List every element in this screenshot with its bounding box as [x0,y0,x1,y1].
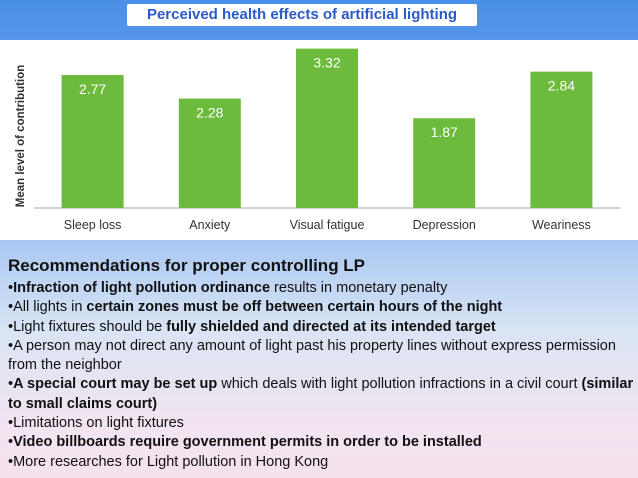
text: •More researches for Light pollution in … [8,453,329,470]
bar-value-label: 1.87 [431,124,458,140]
bold-text: certain zones must be off between certai… [86,299,503,316]
text: • [8,280,14,296]
recommendation-item: •Video billboards require government per… [8,433,636,452]
bar-value-label: 2.28 [196,105,223,121]
bar-value-label: 2.84 [548,78,575,94]
recommendations-section: Recommendations for proper controlling L… [8,255,636,472]
text: results in monetary penalty [270,280,448,296]
bars-layer: 2.77 Sleep loss 2.28 Anxiety 3.32 Visual fati… [61,48,593,232]
text: •Limitations on light fixtures [8,415,184,432]
recommendation-item: •More researches for Light pollution in … [8,453,636,472]
bar-sleep-loss [61,75,124,208]
text: which deals with light pollution infract… [217,376,582,393]
bold-text: fully shielded and directed at its inten… [166,318,496,335]
category-label: Sleep loss [64,218,122,232]
bold-text: A special court may be set up [13,376,218,393]
text: •All lights in [8,299,87,316]
title-bar: Perceived health effects of artificial l… [0,0,638,30]
category-label: Anxiety [189,218,231,232]
text: •Light fixtures should be [8,318,167,335]
chart-panel: Mean level of contribution 2.77 Sleep los… [0,40,638,240]
bar-depression [413,118,476,208]
recommendation-item: •Light fixtures should be fully shielded… [8,318,636,337]
bar-anxiety [178,98,241,208]
y-axis-label: Mean level of contribution [15,65,27,207]
text: • [8,434,14,451]
category-label: Weariness [532,218,591,232]
bar-value-label: 2.77 [79,81,106,97]
slide-title: Perceived health effects of artificial l… [127,4,477,26]
text: •A person may not direct any amount of l… [8,337,616,374]
recommendation-item: •A person may not direct any amount of l… [8,337,636,376]
bold-text: Video billboards require government perm… [13,434,482,451]
bold-text: Infraction of light pollution ordinance [13,280,271,296]
bar-chart: Mean level of contribution 2.77 Sleep los… [15,48,620,232]
recommendation-item: •All lights in certain zones must be off… [8,298,636,317]
recommendations-heading: Recommendations for proper controlling L… [8,256,366,275]
bar-visual-fatigue [296,48,358,208]
text: • [8,376,14,393]
bold-text: (similar to small claims court) [8,376,634,412]
recommendation-item: •Infraction of light pollution ordinance… [8,279,636,298]
recommendation-item: •A special court may be set up which dea… [8,375,636,414]
category-label: Depression [413,218,476,232]
category-label: Visual fatigue [290,218,365,232]
bar-value-label: 3.32 [313,55,340,71]
bar-weariness [530,71,593,209]
recommendation-item: •Limitations on light fixtures [8,414,636,433]
recommendations-list: •Infraction of light pollution ordinance… [8,279,636,472]
